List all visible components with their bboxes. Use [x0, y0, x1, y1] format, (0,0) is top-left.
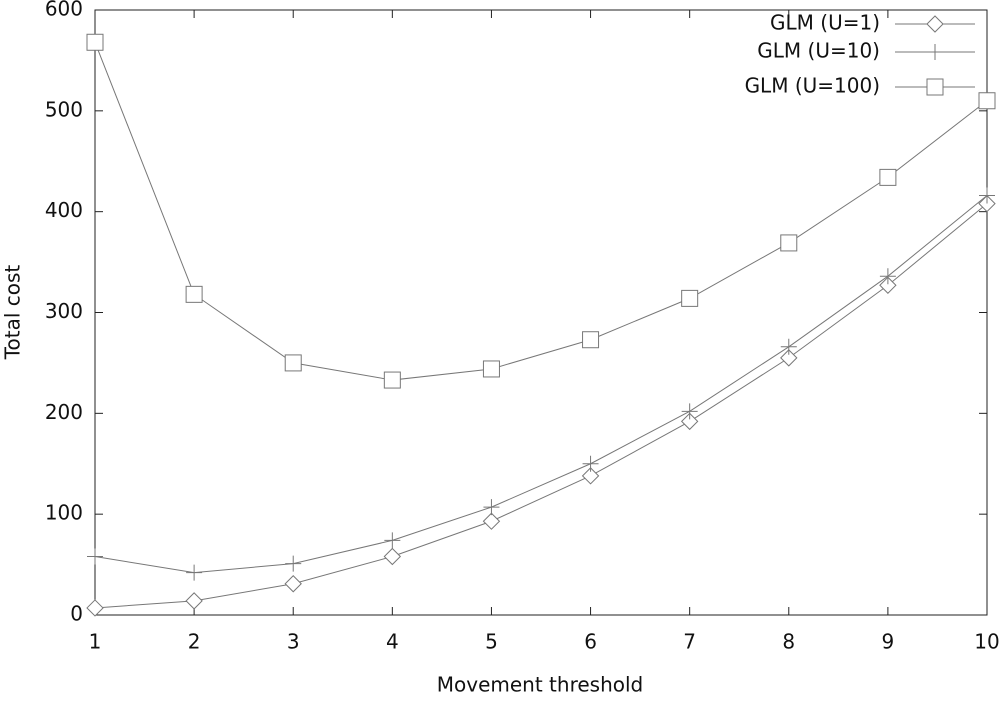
marker — [582, 331, 600, 349]
x-tick-label: 9 — [882, 630, 895, 654]
marker — [483, 499, 500, 516]
x-tick-label: 10 — [974, 630, 999, 654]
legend-label: GLM (U=1) — [770, 11, 880, 35]
marker — [879, 276, 897, 294]
y-tick-label: 400 — [45, 198, 83, 222]
x-tick-label: 6 — [584, 630, 597, 654]
marker — [87, 548, 103, 565]
y-tick-label: 300 — [45, 299, 83, 323]
marker — [780, 349, 798, 367]
series-line — [94, 42, 988, 381]
series-line — [94, 203, 988, 609]
marker — [681, 289, 699, 307]
marker — [185, 285, 203, 303]
marker — [879, 168, 897, 186]
x-tick-label: 4 — [386, 630, 399, 654]
legend-label: GLM (U=100) — [745, 74, 880, 98]
marker — [86, 33, 104, 51]
marker — [185, 592, 203, 610]
marker — [979, 187, 995, 204]
legend-marker — [927, 44, 943, 60]
marker — [384, 532, 401, 549]
x-tick-label: 5 — [485, 630, 498, 654]
marker — [879, 268, 896, 285]
y-tick-label: 600 — [45, 0, 83, 21]
legend-marker — [926, 15, 944, 33]
marker — [284, 575, 302, 593]
x-tick-label: 1 — [89, 630, 102, 654]
y-tick-label: 500 — [45, 97, 83, 121]
marker — [285, 555, 302, 572]
marker — [978, 194, 996, 213]
plot-frame — [94, 9, 988, 616]
marker — [186, 564, 203, 581]
y-tick-label: 200 — [45, 400, 83, 424]
marker — [582, 455, 599, 472]
marker — [780, 338, 797, 355]
series-line — [94, 195, 988, 574]
y-tick-label: 100 — [45, 501, 83, 525]
legend-label: GLM (U=10) — [757, 39, 880, 63]
marker — [383, 371, 401, 389]
marker — [482, 512, 501, 530]
marker — [680, 412, 699, 431]
legend-marker — [926, 78, 944, 96]
x-tick-label: 2 — [188, 630, 201, 654]
marker — [284, 354, 302, 372]
marker — [383, 547, 402, 566]
marker — [681, 403, 698, 420]
y-tick-label: 0 — [70, 602, 83, 626]
y-axis-label: Total cost — [1, 265, 25, 361]
marker — [86, 599, 104, 617]
x-tick-label: 3 — [287, 630, 300, 654]
x-tick-label: 7 — [683, 630, 696, 654]
marker — [482, 360, 500, 378]
marker — [978, 92, 996, 110]
x-tick-label: 8 — [782, 630, 795, 654]
marker — [780, 234, 798, 252]
x-axis-label: Movement threshold — [437, 673, 643, 697]
marker — [581, 467, 600, 485]
